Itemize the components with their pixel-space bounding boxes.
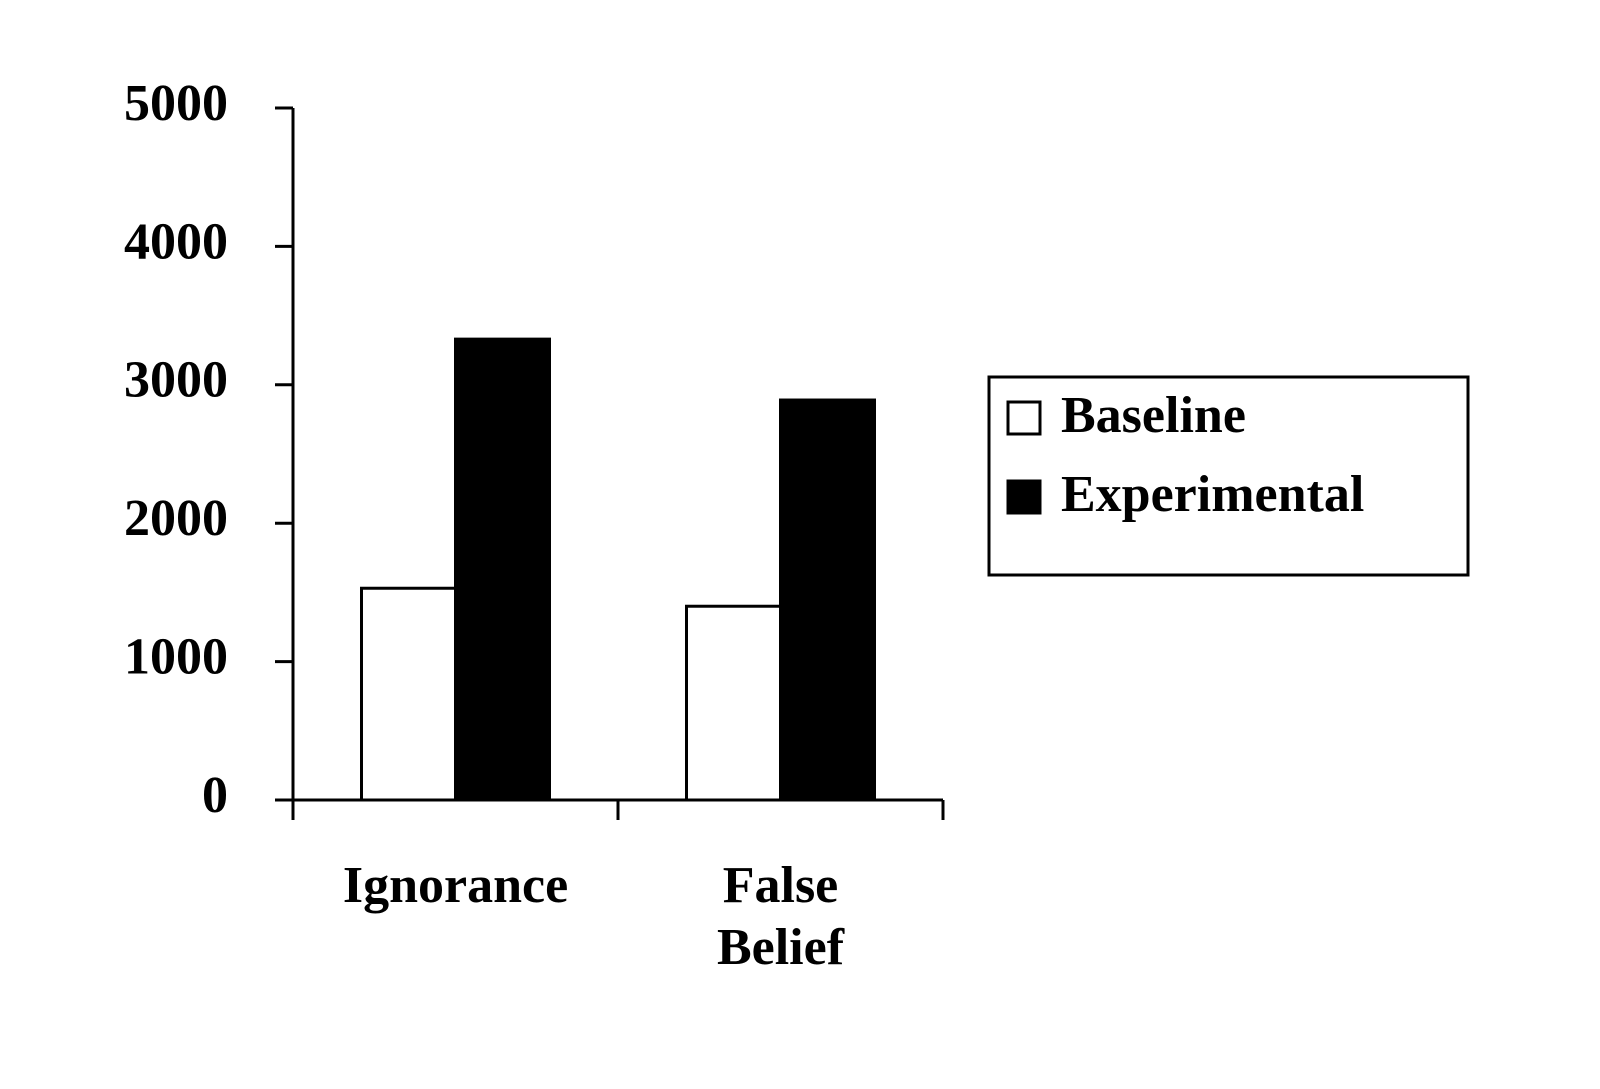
y-tick-label: 0 [202, 767, 228, 824]
legend-swatch [1006, 400, 1042, 436]
y-tick-label: 5000 [124, 75, 228, 132]
x-tick-label: False Belief [716, 857, 845, 976]
y-tick-label: 3000 [124, 352, 228, 409]
legend-swatch [1006, 479, 1042, 515]
legend-label: Baseline [1061, 387, 1246, 444]
x-tick-label: Ignorance [342, 857, 569, 914]
bar [685, 604, 782, 802]
y-tick-label: 1000 [124, 629, 228, 686]
bar [454, 337, 551, 802]
legend-label: Experimental [1061, 466, 1364, 523]
y-tick-label: 2000 [124, 490, 228, 547]
legend-box [987, 375, 1470, 577]
bar [360, 586, 457, 802]
bar [779, 398, 876, 802]
y-tick-label: 4000 [124, 213, 228, 270]
